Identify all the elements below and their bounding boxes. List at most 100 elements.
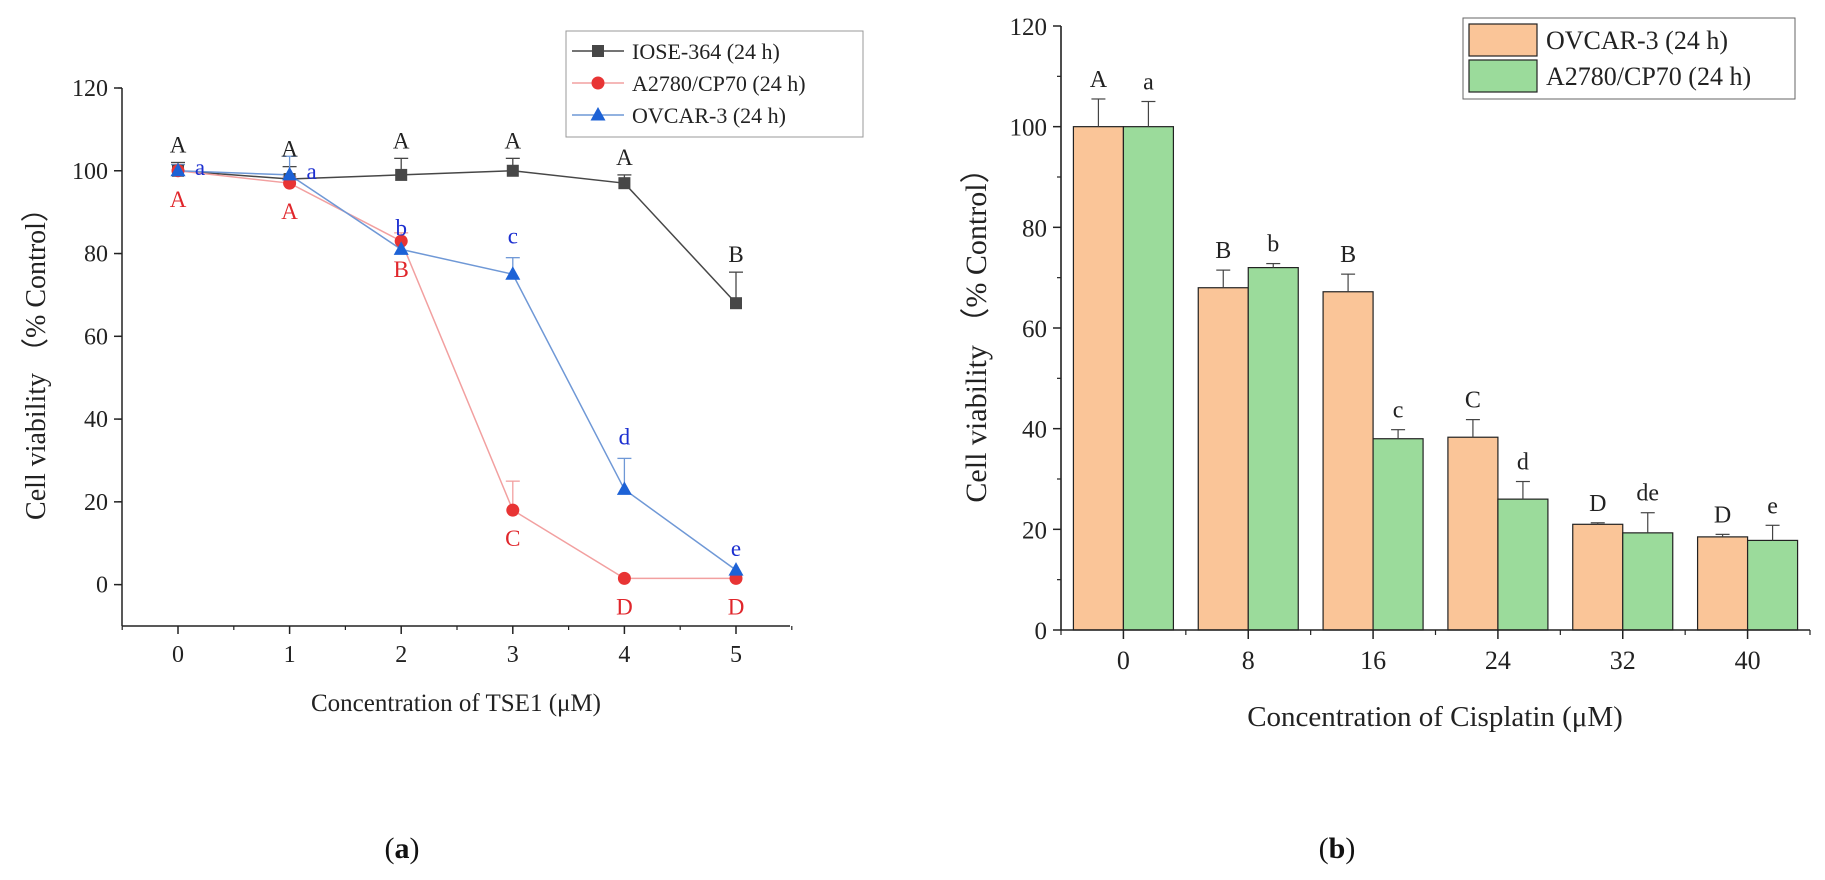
significance-letter: A	[281, 199, 298, 224]
y-tick-label: 80	[84, 242, 108, 268]
series-line-3	[177, 170, 737, 571]
significance-letter: b	[395, 215, 407, 240]
significance-letter: D	[1589, 491, 1606, 517]
bar-ovcar3	[1197, 287, 1249, 631]
legend-marker	[591, 76, 605, 90]
x-axis-label: Concentration of TSE1 (μM)	[311, 690, 601, 717]
y-tick-label: 60	[1022, 316, 1047, 343]
chart-a: 0 20 40 60 80 100 120 0 1 2 3 4 5 Concentration of TS…	[20, 30, 864, 717]
significance-letter: B	[728, 242, 743, 267]
significance-letter: e	[1767, 493, 1778, 519]
data-point	[282, 166, 298, 181]
legend-swatch	[1468, 23, 1538, 57]
significance-letter: a	[306, 159, 316, 184]
bar-ovcar3	[1072, 126, 1125, 631]
chart-b: A B B C D Da b c d de e 0 20 40 60 80 100 120 0 8 16 24 32 40 Co…	[960, 14, 1811, 733]
y-axis-label: Cell viability （% Control）	[960, 153, 993, 502]
y-axis-label: Cell viability （% Control）	[20, 194, 52, 520]
x-tick-label: 8	[1242, 646, 1255, 675]
data-point	[730, 297, 742, 310]
bar-ovcar3	[1572, 523, 1624, 631]
significance-letter: D	[1714, 502, 1731, 528]
significance-letter: c	[508, 224, 518, 249]
data-point	[506, 164, 519, 177]
y-tick-label: 100	[72, 159, 108, 185]
bar-a2780	[1372, 438, 1424, 631]
x-tick-label: 16	[1360, 646, 1386, 675]
significance-letter: D	[728, 594, 745, 619]
y-tick-label: 40	[1022, 417, 1047, 444]
significance-letter: A	[393, 128, 410, 153]
x-tick-label: 4	[618, 642, 630, 668]
legend-swatch	[1468, 59, 1538, 93]
x-tick-label: 0	[1117, 646, 1130, 675]
bar-a2780	[1122, 126, 1175, 631]
x-tick-label: 1	[284, 642, 296, 668]
data-point	[618, 177, 631, 190]
significance-letter: A	[1090, 67, 1108, 93]
data-point	[394, 234, 408, 248]
panel-label-b: (b)	[1319, 832, 1356, 865]
legend-label: A2780/CP70 (24 h)	[1546, 62, 1751, 91]
y-tick-label: 40	[84, 407, 108, 433]
x-tick-label: 5	[730, 642, 742, 668]
x-tick-label: 24	[1485, 646, 1511, 675]
y-tick-label: 60	[84, 324, 108, 350]
significance-letter: e	[731, 536, 741, 561]
x-tick-label: 32	[1610, 646, 1636, 675]
x-tick-label: 2	[395, 642, 407, 668]
significance-letter: a	[1143, 70, 1154, 96]
significance-letter: C	[505, 526, 520, 551]
significance-letter: B	[394, 257, 409, 282]
y-tick-label: 120	[72, 76, 108, 102]
bar-ovcar3	[1447, 436, 1499, 631]
data-point	[728, 562, 744, 576]
data-point	[393, 241, 409, 255]
bar-a2780	[1497, 498, 1549, 631]
legend: OVCAR-3 (24 h) A2780/CP70 (24 h)	[1462, 17, 1796, 100]
significance-letter: b	[1267, 232, 1279, 258]
significance-letter: d	[1517, 450, 1529, 476]
significance-letter: C	[1465, 388, 1481, 414]
data-point	[616, 481, 632, 495]
y-tick-label: 120	[1010, 14, 1048, 41]
y-tick-label: 20	[84, 490, 108, 516]
legend-marker	[592, 45, 604, 57]
series-line-1	[177, 170, 737, 304]
significance-letter: A	[170, 132, 187, 157]
significance-letter: A	[281, 137, 298, 162]
significance-letter: a	[195, 155, 205, 180]
legend-marker	[590, 107, 606, 121]
data-point	[505, 266, 521, 280]
panel-label-a: (a)	[385, 832, 420, 865]
data-point	[170, 162, 186, 177]
x-tick-label: 3	[507, 642, 519, 668]
legend: IOSE-364 (24 h) A2780/CP70 (24 h) OVCAR-3 …	[565, 30, 864, 138]
significance-letter: A	[616, 145, 633, 170]
y-tick-label: 80	[1022, 215, 1047, 242]
y-tick-label: 0	[96, 573, 108, 599]
significance-letter: B	[1340, 242, 1356, 268]
y-tick-label: 20	[1022, 517, 1047, 544]
series-line-2	[177, 170, 736, 580]
significance-letter: A	[170, 187, 187, 212]
legend-label: A2780/CP70 (24 h)	[632, 71, 806, 96]
y-tick-label: 100	[1010, 115, 1048, 142]
data-point	[395, 168, 408, 181]
bar-ovcar3	[1322, 291, 1374, 631]
bar-ovcar3	[1696, 536, 1749, 631]
significance-letter: D	[616, 594, 633, 619]
y-tick-label: 0	[1035, 618, 1048, 645]
significance-letter: B	[1215, 238, 1231, 264]
significance-letter: A	[504, 128, 521, 153]
bar-a2780	[1622, 532, 1674, 631]
legend-label: OVCAR-3 (24 h)	[1546, 26, 1728, 55]
x-tick-label: 0	[172, 642, 184, 668]
significance-letter: c	[1393, 398, 1404, 424]
bar-a2780	[1247, 267, 1299, 631]
legend-label: OVCAR-3 (24 h)	[632, 103, 786, 128]
significance-letter: d	[619, 424, 631, 449]
legend-box	[565, 30, 864, 138]
significance-letter: de	[1636, 481, 1659, 507]
